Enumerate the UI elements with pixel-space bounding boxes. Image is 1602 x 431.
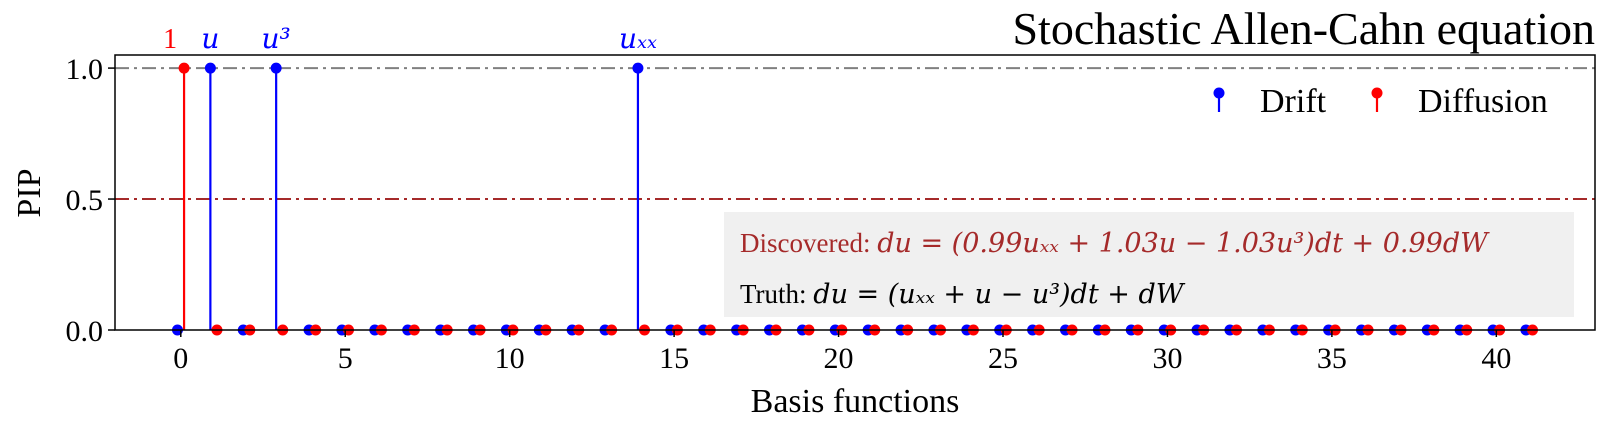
x-tick-label-25: 25 bbox=[988, 342, 1018, 375]
legend-drift-label: Drift bbox=[1260, 83, 1327, 120]
y-tick-label-0: 0.0 bbox=[66, 315, 104, 348]
drift-marker-14 bbox=[632, 62, 644, 74]
y-axis-ticks: 0.0 0.5 1.0 bbox=[66, 53, 115, 348]
discovered-equation-text: du = (0.99uₓₓ + 1.03u − 1.03u³)dt + 0.99… bbox=[877, 228, 1490, 259]
reference-lines bbox=[115, 67, 1595, 201]
legend-diffusion-label: Diffusion bbox=[1418, 83, 1548, 120]
stem-label-1: u bbox=[201, 22, 219, 55]
stem-label-3: uₓₓ bbox=[619, 22, 657, 55]
equation-annotation: Discovered: du = (0.99uₓₓ + 1.03u − 1.03… bbox=[724, 212, 1574, 317]
x-tick-label-5: 5 bbox=[338, 342, 353, 375]
x-tick-label-20: 20 bbox=[824, 342, 854, 375]
x-axis-label: Basis functions bbox=[751, 383, 960, 420]
truth-equation-text: du = (uₓₓ + u − u³)dt + dW bbox=[813, 279, 1185, 310]
x-tick-label-40: 40 bbox=[1481, 342, 1511, 375]
stem-label-0: 1 bbox=[163, 24, 177, 55]
legend-drift-marker bbox=[1213, 87, 1225, 99]
x-axis-ticks: 0 5 10 15 20 25 30 35 40 bbox=[173, 330, 1511, 375]
annotation-background bbox=[724, 212, 1574, 317]
truth-equation: Truth: du = (uₓₓ + u − u³)dt + dW bbox=[740, 279, 1186, 310]
y-tick-label-2: 1.0 bbox=[66, 53, 104, 86]
drift-marker-3 bbox=[270, 62, 282, 74]
discovered-equation: Discovered: du = (0.99uₓₓ + 1.03u − 1.03… bbox=[740, 228, 1490, 259]
x-tick-label-30: 30 bbox=[1152, 342, 1182, 375]
legend-diffusion-marker bbox=[1371, 87, 1383, 99]
drift-marker-1 bbox=[204, 62, 216, 74]
x-tick-label-15: 15 bbox=[659, 342, 689, 375]
x-tick-label-0: 0 bbox=[173, 342, 188, 375]
y-axis-label: PIP bbox=[11, 168, 48, 217]
x-tick-label-10: 10 bbox=[495, 342, 525, 375]
x-tick-label-35: 35 bbox=[1317, 342, 1347, 375]
stem-label-2: u³ bbox=[262, 22, 291, 55]
plot-frame bbox=[114, 54, 1596, 331]
discovered-label: Discovered: bbox=[740, 228, 877, 258]
y-tick-label-1: 0.5 bbox=[66, 184, 104, 217]
truth-label: Truth: bbox=[740, 279, 813, 309]
legend: Drift Diffusion bbox=[1213, 83, 1548, 120]
chart-title: Stochastic Allen-Cahn equation bbox=[1012, 3, 1595, 54]
stem-labels: 1 u u³ uₓₓ bbox=[163, 22, 657, 55]
diffusion-marker-0 bbox=[178, 62, 190, 74]
